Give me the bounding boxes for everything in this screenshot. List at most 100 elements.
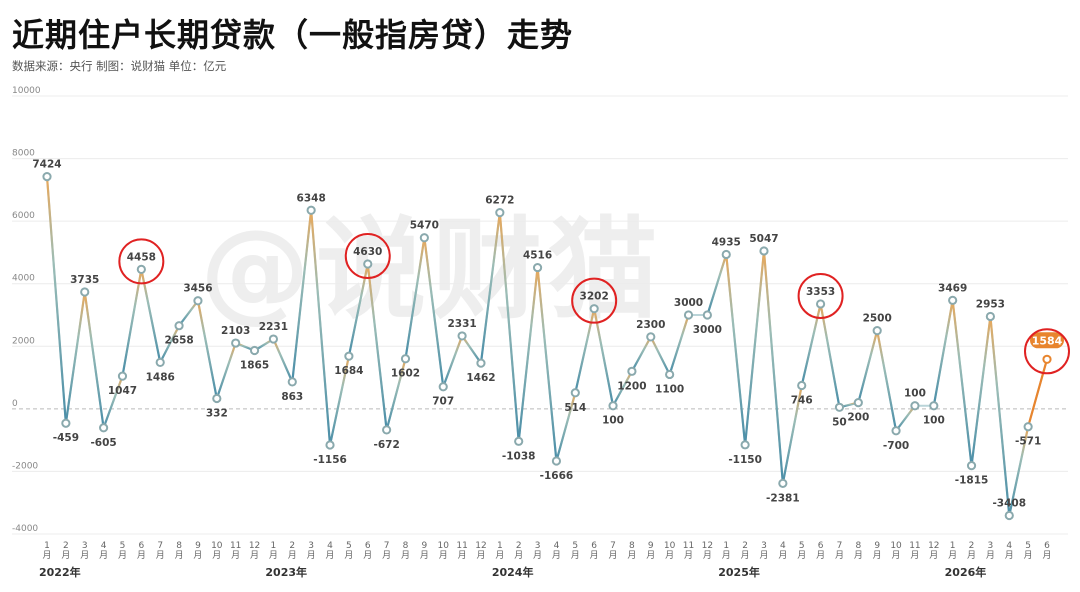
data-label: 514	[564, 402, 586, 414]
data-label: 3469	[938, 282, 967, 294]
highlight-circles	[118, 233, 1070, 375]
data-point	[551, 456, 562, 466]
data-point	[174, 321, 184, 331]
data-point	[721, 249, 731, 260]
y-tick-label: 2000	[12, 336, 35, 346]
data-point	[532, 262, 543, 273]
data-point	[570, 388, 580, 398]
x-tick-label: 11 月	[456, 541, 467, 561]
line-segment	[989, 315, 1011, 517]
line-segment	[517, 266, 539, 443]
line-segment	[932, 299, 954, 407]
data-labels: 7424 -459 3735 -605 1047 4458 1486 2658 3456 332 2…	[32, 159, 1064, 509]
line-segment	[668, 313, 690, 376]
line-segment	[385, 357, 407, 431]
data-label: -1815	[955, 475, 989, 487]
data-label: 3000	[674, 297, 703, 309]
line-segment	[781, 384, 803, 485]
y-tick-label: 4000	[12, 274, 35, 284]
data-point	[966, 461, 977, 471]
line-segment	[177, 299, 200, 327]
series-line	[45, 175, 1049, 517]
data-point	[155, 357, 165, 367]
data-label: 1100	[655, 383, 684, 395]
data-point	[608, 401, 618, 411]
year-label: 2024年	[492, 565, 534, 579]
data-point	[665, 369, 675, 380]
data-point	[985, 311, 995, 322]
data-point	[1023, 422, 1033, 432]
grid	[12, 95, 1068, 535]
data-label: 1602	[391, 368, 420, 380]
data-label: -1038	[502, 450, 536, 462]
line-segment	[460, 334, 483, 365]
data-label: -700	[883, 440, 909, 452]
data-point	[457, 331, 467, 341]
data-point	[287, 377, 297, 387]
line-segment	[894, 404, 917, 432]
data-point	[382, 425, 392, 435]
y-tick-label: 6000	[12, 211, 35, 221]
data-label: 6348	[297, 192, 326, 204]
line-segment	[1008, 425, 1030, 517]
line-segment	[649, 335, 671, 376]
data-point	[683, 310, 694, 320]
x-tick-label: 10 月	[437, 541, 449, 561]
data-label: 1684	[334, 365, 363, 377]
line-segment	[857, 329, 879, 404]
data-label: -459	[53, 432, 79, 444]
data-point	[834, 402, 845, 412]
data-label: 3353	[806, 286, 835, 298]
line-segment	[555, 391, 577, 463]
line-segment	[876, 329, 898, 432]
data-point	[495, 208, 505, 218]
data-point	[815, 299, 826, 309]
data-point	[872, 326, 882, 336]
data-point	[400, 354, 411, 364]
line-segment	[762, 249, 784, 485]
highlight-circle	[797, 272, 844, 319]
y-tick-label: 8000	[12, 149, 35, 159]
data-point	[268, 334, 279, 344]
data-label: 100	[602, 415, 624, 427]
x-tick-label: 10 月	[890, 541, 902, 561]
x-tick-label: 10 月	[664, 541, 676, 561]
data-point	[42, 171, 52, 182]
data-point	[99, 423, 109, 433]
data-label: 2331	[447, 318, 476, 330]
data-label: 332	[206, 407, 228, 419]
data-label: -1156	[313, 454, 347, 466]
data-point	[740, 440, 750, 450]
data-label: -1666	[540, 470, 574, 482]
line-segment	[593, 307, 615, 407]
data-point	[929, 401, 939, 411]
line-segment	[102, 375, 124, 429]
chart-subtitle: 数据来源：央行 制图：说财猫 单位：亿元	[12, 59, 227, 73]
highlight-circle	[344, 233, 391, 280]
data-label: 5047	[749, 233, 778, 245]
y-axis: -4000 -2000 0 2000 4000 6000 8000 10000	[12, 86, 41, 534]
x-tick-label: 10 月	[211, 541, 223, 561]
data-label: 200	[847, 412, 869, 424]
data-point	[589, 304, 599, 314]
data-point	[853, 398, 863, 408]
